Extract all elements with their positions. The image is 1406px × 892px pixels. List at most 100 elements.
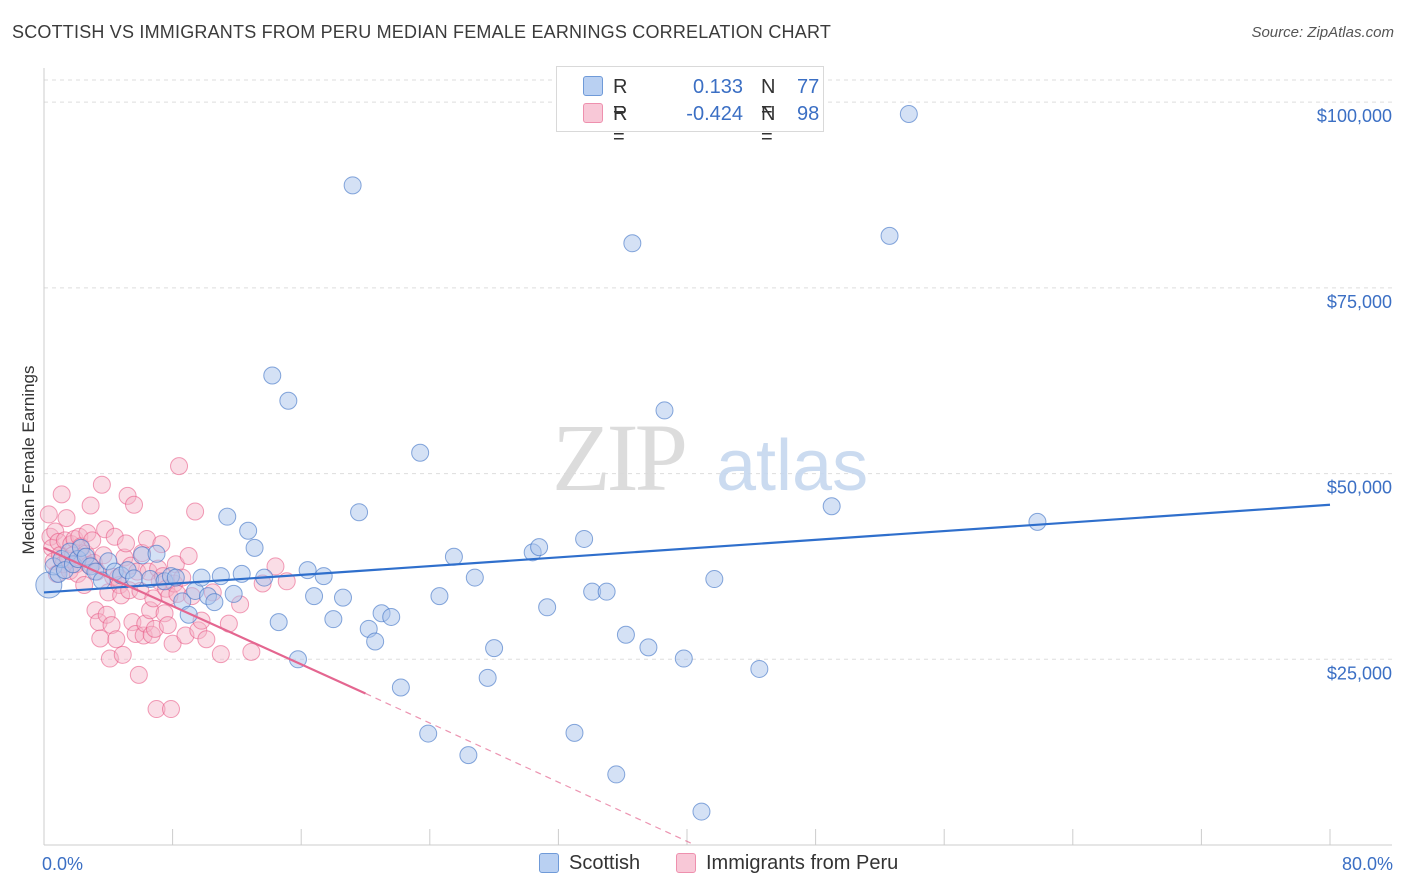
scottish-point [314,567,333,586]
scottish-point [205,593,224,612]
legend-n-label: N = [761,103,776,148]
scottish-point [565,723,584,742]
peru-point [163,634,182,653]
scottish-point [239,521,258,540]
peru-point [158,616,177,635]
scottish-point [305,587,324,606]
scottish-point [465,568,484,587]
peru-point [39,505,58,524]
trend-lines [43,503,1331,846]
peru-point [86,601,105,620]
scottish-point [224,584,243,603]
scottish-point [192,568,211,587]
legend-swatch-scottish [583,76,603,96]
peru-point [147,700,166,719]
peru-point [91,629,110,648]
peru-trend-extension [365,692,696,846]
legend-r-value: 0.133 [692,76,743,98]
scottish-point [333,588,352,607]
source-label: Source: ZipAtlas.com [1251,24,1394,41]
peru-point [197,630,216,649]
peru-point [105,527,124,546]
scottish-trend-line [43,503,1331,594]
y-tick-label: $75,000 [1327,292,1392,312]
peru-point [52,485,71,504]
watermark-zip: ZIP [552,404,685,511]
peru-point [141,601,160,620]
peru-trend-line [43,546,366,695]
scottish-point [822,497,841,516]
peru-point [161,700,180,719]
y-tick-label: $25,000 [1327,663,1392,683]
y-tick-label: $50,000 [1327,478,1392,498]
peru-point [137,529,156,548]
scottish-point [705,570,724,589]
series-scottish-points [35,105,1047,821]
scottish-point [639,638,658,657]
peru-point [102,616,121,635]
scottish-point [597,582,616,601]
scottish-point [211,567,230,586]
scottish-point [343,176,362,195]
scottish-point [245,538,264,557]
scottish-point [575,529,594,548]
peru-point [242,642,261,661]
scottish-point [382,607,401,626]
legend-r-value: -0.424 [686,103,743,125]
scottish-point [750,659,769,678]
scottish-point [269,613,288,632]
scottish-point [1028,512,1047,531]
peru-point [113,645,132,664]
peru-point [170,457,189,476]
legend-r-label: R = [613,103,628,148]
scottish-point [623,234,642,253]
legend-r-label: R = [613,76,628,121]
watermark-atlas: atlas [716,426,868,506]
peru-point [81,496,100,515]
scottish-point [607,765,626,784]
peru-point [116,534,135,553]
scottish-point [263,366,282,385]
chart-title: SCOTTISH VS IMMIGRANTS FROM PERU MEDIAN … [12,22,832,42]
peru-point [92,475,111,494]
peru-point [266,557,285,576]
scottish-point [147,544,166,563]
bottom-legend-swatch-scottish [539,853,559,873]
bottom-legend-label-peru: Immigrants from Peru [706,852,899,874]
peru-point [155,604,174,623]
scottish-point [366,632,385,651]
watermark: ZIP atlas [552,404,868,511]
scottish-point [478,668,497,687]
peru-point [123,613,142,632]
legend-swatch-peru [583,103,603,123]
scottish-point [166,568,185,587]
scottish-point [179,605,198,624]
scottish-point [655,401,674,420]
scottish-point [899,105,918,124]
scottish-point [692,802,711,821]
peru-point [179,547,198,566]
scottish-point [485,639,504,658]
x-tick-label-max: 80.0% [1342,854,1393,874]
scottish-point [419,724,438,743]
peru-point [125,495,144,514]
scottish-point [350,503,369,522]
peru-point [96,520,115,539]
scottish-point [674,649,693,668]
scottish-point [616,625,635,644]
peru-point [186,502,205,521]
scottish-point [530,538,549,557]
y-axis-title: Median Female Earnings [19,366,38,555]
scottish-point [430,587,449,606]
legend-n-value: 77 [797,76,820,98]
scottish-point [459,746,478,765]
peru-point [129,665,148,684]
legend-n-label: N = [761,76,776,121]
scottish-point [125,569,144,588]
axes [43,68,1392,846]
scottish-point [298,561,317,580]
scottish-point [538,598,557,617]
x-tick-label-min: 0.0% [42,854,83,874]
scottish-point [218,507,237,526]
scottish-point [444,547,463,566]
